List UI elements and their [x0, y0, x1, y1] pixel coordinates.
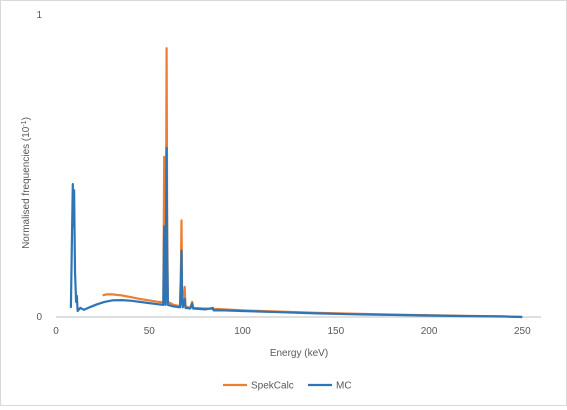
x-tick-label: 100: [234, 326, 251, 337]
axes: 0 50 100 150 200 250 0 1: [36, 10, 541, 337]
series-layer: [69, 47, 523, 319]
x-tick-label: 50: [144, 326, 156, 337]
y-tick-label: 1: [36, 10, 42, 21]
legend-label-mc: MC: [336, 381, 352, 392]
y-axis-title-suffix: ): [21, 117, 32, 120]
x-tick-label: 200: [421, 326, 438, 337]
y-tick-label: 0: [36, 312, 42, 323]
x-tick-label: 250: [514, 326, 531, 337]
legend: SpekCalc MC: [223, 381, 352, 392]
x-tick-label: 150: [327, 326, 344, 337]
y-axis-title: Normalised frequencies (10-1): [21, 117, 32, 249]
x-axis-title: Energy (keV): [270, 348, 328, 359]
legend-label-spekcalc: SpekCalc: [251, 381, 294, 392]
y-axis-title-sup: -1: [21, 120, 28, 126]
series-line-mc: [69, 146, 523, 319]
y-axis-title-main: Normalised frequencies (10: [21, 126, 32, 249]
x-tick-label: 0: [53, 326, 59, 337]
